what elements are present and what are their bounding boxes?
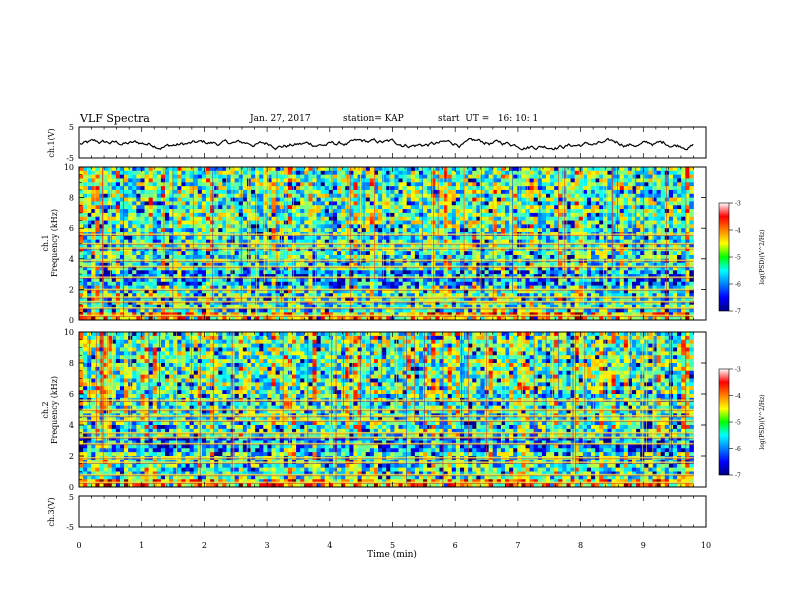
ch2-spectrogram-panel: 0 2 4 6 8 10 ch.2 Frequency (kHz) <box>41 328 707 492</box>
colorbar2-tick--6: -6 <box>735 446 741 453</box>
xtick-1: 1 <box>139 541 144 550</box>
station-label: station= KAP <box>343 114 404 124</box>
ch3-waveform-panel: 5 -5 ch.3(V) <box>47 493 707 532</box>
xtick-10: 10 <box>701 541 711 550</box>
ch1-spectrogram-panel: 0 2 4 6 8 10 ch.1 Frequency (kHz) <box>41 163 707 325</box>
ch1-colorbar: -3 -4 -5 -6 -7 log(PSD)(V^2/Hz) <box>718 201 766 316</box>
ch2-spectrogram-heatmap <box>79 332 694 488</box>
x-axis-tick-labels: 0 1 2 3 4 5 6 7 8 9 10 <box>76 541 711 550</box>
xtick-0: 0 <box>76 541 81 550</box>
colorbar2-tick--7: -7 <box>735 473 741 480</box>
spec2-ytick-8: 8 <box>69 359 74 368</box>
xtick-8: 8 <box>578 541 583 550</box>
ch1-ytick-top: 5 <box>69 123 74 132</box>
spec1-ytick-10: 10 <box>64 163 74 172</box>
ch1-waveform-panel: 5 -5 ch.1(V) <box>47 123 707 163</box>
colorbar1-tick--6: -6 <box>735 282 741 289</box>
xtick-9: 9 <box>641 541 646 550</box>
ch1-ylabel: ch.1(V) <box>47 128 56 157</box>
ch1-ylabel-channel: ch.1 <box>41 234 50 251</box>
ch1-spectrogram-heatmap <box>79 167 694 321</box>
colorbar1-tick--3: -3 <box>735 201 741 208</box>
colorbar1-label: log(PSD)(V^2/Hz) <box>759 229 766 284</box>
xtick-6: 6 <box>453 541 458 550</box>
spec2-ytick-10: 10 <box>64 328 74 337</box>
ch2-colorbar: -3 -4 -5 -6 -7 log(PSD)(V^2/Hz) <box>718 367 766 480</box>
spec2-ytick-2: 2 <box>69 452 74 461</box>
xtick-3: 3 <box>265 541 270 550</box>
xtick-4: 4 <box>327 541 332 550</box>
spec1-ytick-6: 6 <box>69 224 74 233</box>
ch2-ylabel-channel: ch.2 <box>41 401 50 418</box>
colorbar1-tick--7: -7 <box>735 309 741 316</box>
xtick-5: 5 <box>390 541 395 550</box>
ch1-ylabel-frequency: Frequency (kHz) <box>50 209 59 277</box>
ch2-ylabel-frequency: Frequency (kHz) <box>50 376 59 444</box>
date-label: Jan. 27, 2017 <box>250 114 311 124</box>
spec2-ytick-4: 4 <box>69 421 74 430</box>
start-time-label: start UT = 16: 10: 1 <box>438 114 539 124</box>
chart-title: VLF Spectra <box>80 112 150 125</box>
spec1-ytick-0: 0 <box>69 316 74 325</box>
spec1-ytick-8: 8 <box>69 194 74 203</box>
colorbar1-tick--4: -4 <box>735 228 741 235</box>
spec1-ytick-4: 4 <box>69 255 74 264</box>
spec2-ytick-0: 0 <box>69 483 74 492</box>
x-axis-label: Time (min) <box>367 549 417 560</box>
ch3-ytick-bottom: -5 <box>66 523 74 532</box>
x-axis-ticks <box>78 127 707 527</box>
colorbar2-tick--5: -5 <box>735 420 741 427</box>
xtick-2: 2 <box>202 541 207 550</box>
ch3-ylabel: ch.3(V) <box>47 497 56 526</box>
spec1-ytick-2: 2 <box>69 285 74 294</box>
ch3-ytick-top: 5 <box>69 493 74 502</box>
colorbar1-tick--5: -5 <box>735 255 741 262</box>
colorbar2-tick--3: -3 <box>735 367 741 374</box>
colorbar2-tick--4: -4 <box>735 393 741 400</box>
colorbar2-label: log(PSD)(V^2/Hz) <box>759 394 766 449</box>
xtick-7: 7 <box>515 541 520 550</box>
ch1-waveform-line <box>79 137 694 151</box>
spec2-ytick-6: 6 <box>69 390 74 399</box>
ch1-ylabel-line1: ch.1 <box>41 234 50 251</box>
ch1-ytick-bottom: -5 <box>66 154 74 163</box>
